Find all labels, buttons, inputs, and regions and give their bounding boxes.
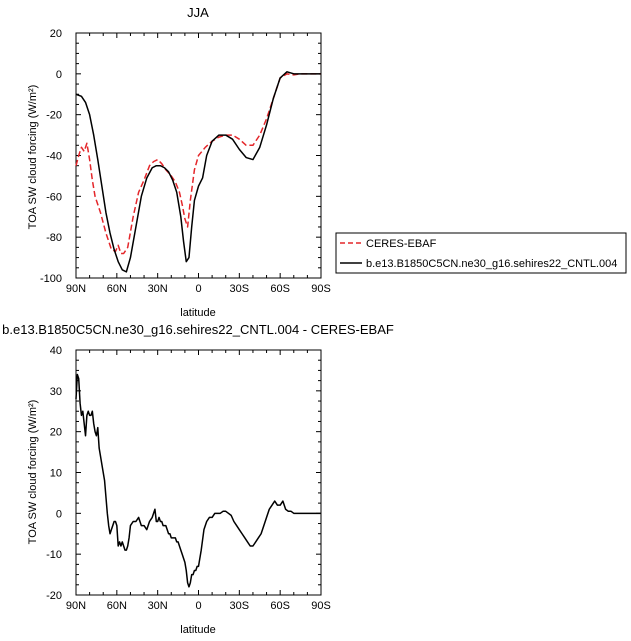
bottom-panel-series [75,373,321,588]
legend-label-model: b.e13.B1850C5CN.ne30_g16.sehires22_CNTL.… [366,258,617,270]
bottom-xtick-label: 30N [148,600,168,612]
bottom-panel-title: b.e13.B1850C5CN.ne30_g16.sehires22_CNTL.… [2,322,394,337]
top-series-line-0 [75,73,321,255]
bottom-series-line-0 [75,373,321,588]
bottom-panel-ticks: 90N 60N 30N 0 30S 60S 90S -20 -10 0 10 20 30 40 [46,345,331,612]
bottom-xtick-label: 90N [66,600,86,612]
top-panel-ticks: 90N 60N 30N 0 30S 60S 90S -100 -80 -60 -40 -20 0 20 [40,28,331,295]
bottom-xtick-label: 90S [311,600,331,612]
bottom-xtick-label: 0 [195,600,201,612]
top-xtick-label: 90S [311,283,331,295]
bottom-xtick-label: 60N [107,600,127,612]
bottom-panel-ylabel: TOA SW cloud forcing (W/m²) [27,400,39,545]
top-panel-ylabel-text: TOA SW cloud forcing (W/m²) [27,85,39,230]
top-panel-series [75,71,321,273]
top-xtick-label: 90N [66,283,86,295]
bottom-ytick-label: -20 [46,590,62,602]
top-xtick-label: 60N [107,283,127,295]
bottom-ytick-label: 20 [50,427,62,439]
top-panel-title: JJA [187,5,209,20]
top-panel-ylabel: TOA SW cloud forcing (W/m²) [27,85,39,230]
bottom-panel-xlabel: latitude [180,624,215,636]
top-ytick-label: 0 [56,69,62,81]
bottom-xtick-label: 60S [270,600,290,612]
legend-label-ceres: CERES-EBAF [366,238,437,250]
bottom-xtick-label: 30S [230,600,250,612]
top-xtick-label: 0 [195,283,201,295]
top-ytick-label: -100 [40,273,62,285]
top-ytick-label: 20 [50,28,62,40]
top-series-line-1 [75,71,321,273]
top-xtick-label: 60S [270,283,290,295]
bottom-ytick-label: 0 [56,508,62,520]
top-panel-xlabel: latitude [180,307,215,319]
bottom-ytick-label: 40 [50,345,62,357]
legend-box [335,232,627,274]
bottom-panel: b.e13.B1850C5CN.ne30_g16.sehires22_CNTL.… [2,322,394,636]
top-panel: JJA TOA SW cloud forcing (W/m²) latitude… [27,5,331,319]
bottom-ytick-label: 30 [50,386,62,398]
top-ytick-label: -20 [46,110,62,122]
bottom-panel-frame [75,349,322,596]
top-ytick-label: -40 [46,151,62,163]
bottom-ytick-label: -10 [46,549,62,561]
top-xtick-label: 30S [230,283,250,295]
top-ytick-label: -60 [46,191,62,203]
legend: CERES-EBAF b.e13.B1850C5CN.ne30_g16.sehi… [335,232,627,274]
bottom-ytick-label: 10 [50,468,62,480]
top-ytick-label: -80 [46,232,62,244]
bottom-panel-ylabel-text: TOA SW cloud forcing (W/m²) [27,400,39,545]
top-xtick-label: 30N [148,283,168,295]
